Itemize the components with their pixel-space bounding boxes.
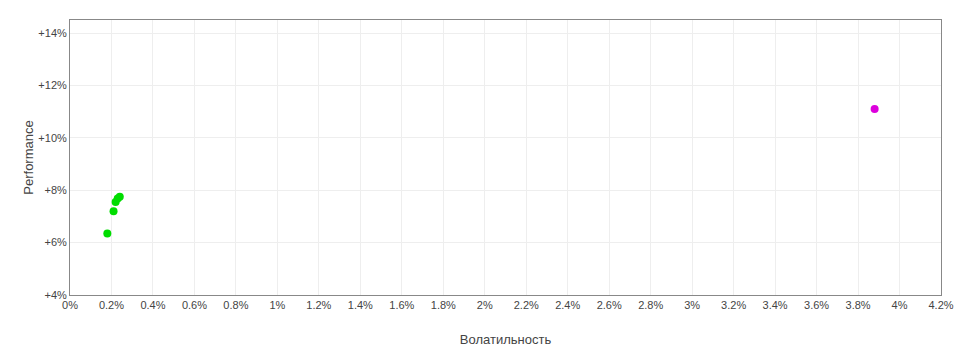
svg-text:+8%: +8% bbox=[44, 184, 67, 196]
svg-text:4%: 4% bbox=[892, 299, 908, 311]
svg-text:+14%: +14% bbox=[38, 27, 67, 39]
svg-text:1.2%: 1.2% bbox=[306, 299, 331, 311]
svg-text:3.6%: 3.6% bbox=[804, 299, 829, 311]
svg-text:3.4%: 3.4% bbox=[763, 299, 788, 311]
svg-text:0.6%: 0.6% bbox=[182, 299, 207, 311]
svg-text:4.2%: 4.2% bbox=[928, 299, 953, 311]
svg-text:0.4%: 0.4% bbox=[140, 299, 165, 311]
svg-text:3.2%: 3.2% bbox=[721, 299, 746, 311]
svg-text:2.4%: 2.4% bbox=[555, 299, 580, 311]
svg-text:+12%: +12% bbox=[38, 79, 67, 91]
svg-text:+6%: +6% bbox=[44, 236, 67, 248]
svg-text:0%: 0% bbox=[62, 299, 78, 311]
svg-text:1.6%: 1.6% bbox=[389, 299, 414, 311]
svg-text:1.8%: 1.8% bbox=[431, 299, 456, 311]
svg-text:2.8%: 2.8% bbox=[638, 299, 663, 311]
svg-text:+10%: +10% bbox=[38, 132, 67, 144]
svg-text:2.6%: 2.6% bbox=[597, 299, 622, 311]
svg-text:Performance: Performance bbox=[21, 120, 36, 194]
svg-text:3.8%: 3.8% bbox=[846, 299, 871, 311]
svg-text:0.2%: 0.2% bbox=[99, 299, 124, 311]
svg-text:0.8%: 0.8% bbox=[223, 299, 248, 311]
svg-text:3%: 3% bbox=[684, 299, 700, 311]
svg-text:Волатильность: Волатильность bbox=[460, 332, 552, 347]
svg-text:+4%: +4% bbox=[44, 289, 67, 301]
svg-text:2.2%: 2.2% bbox=[514, 299, 539, 311]
svg-text:1%: 1% bbox=[269, 299, 285, 311]
svg-text:1.4%: 1.4% bbox=[348, 299, 373, 311]
svg-text:2%: 2% bbox=[477, 299, 493, 311]
